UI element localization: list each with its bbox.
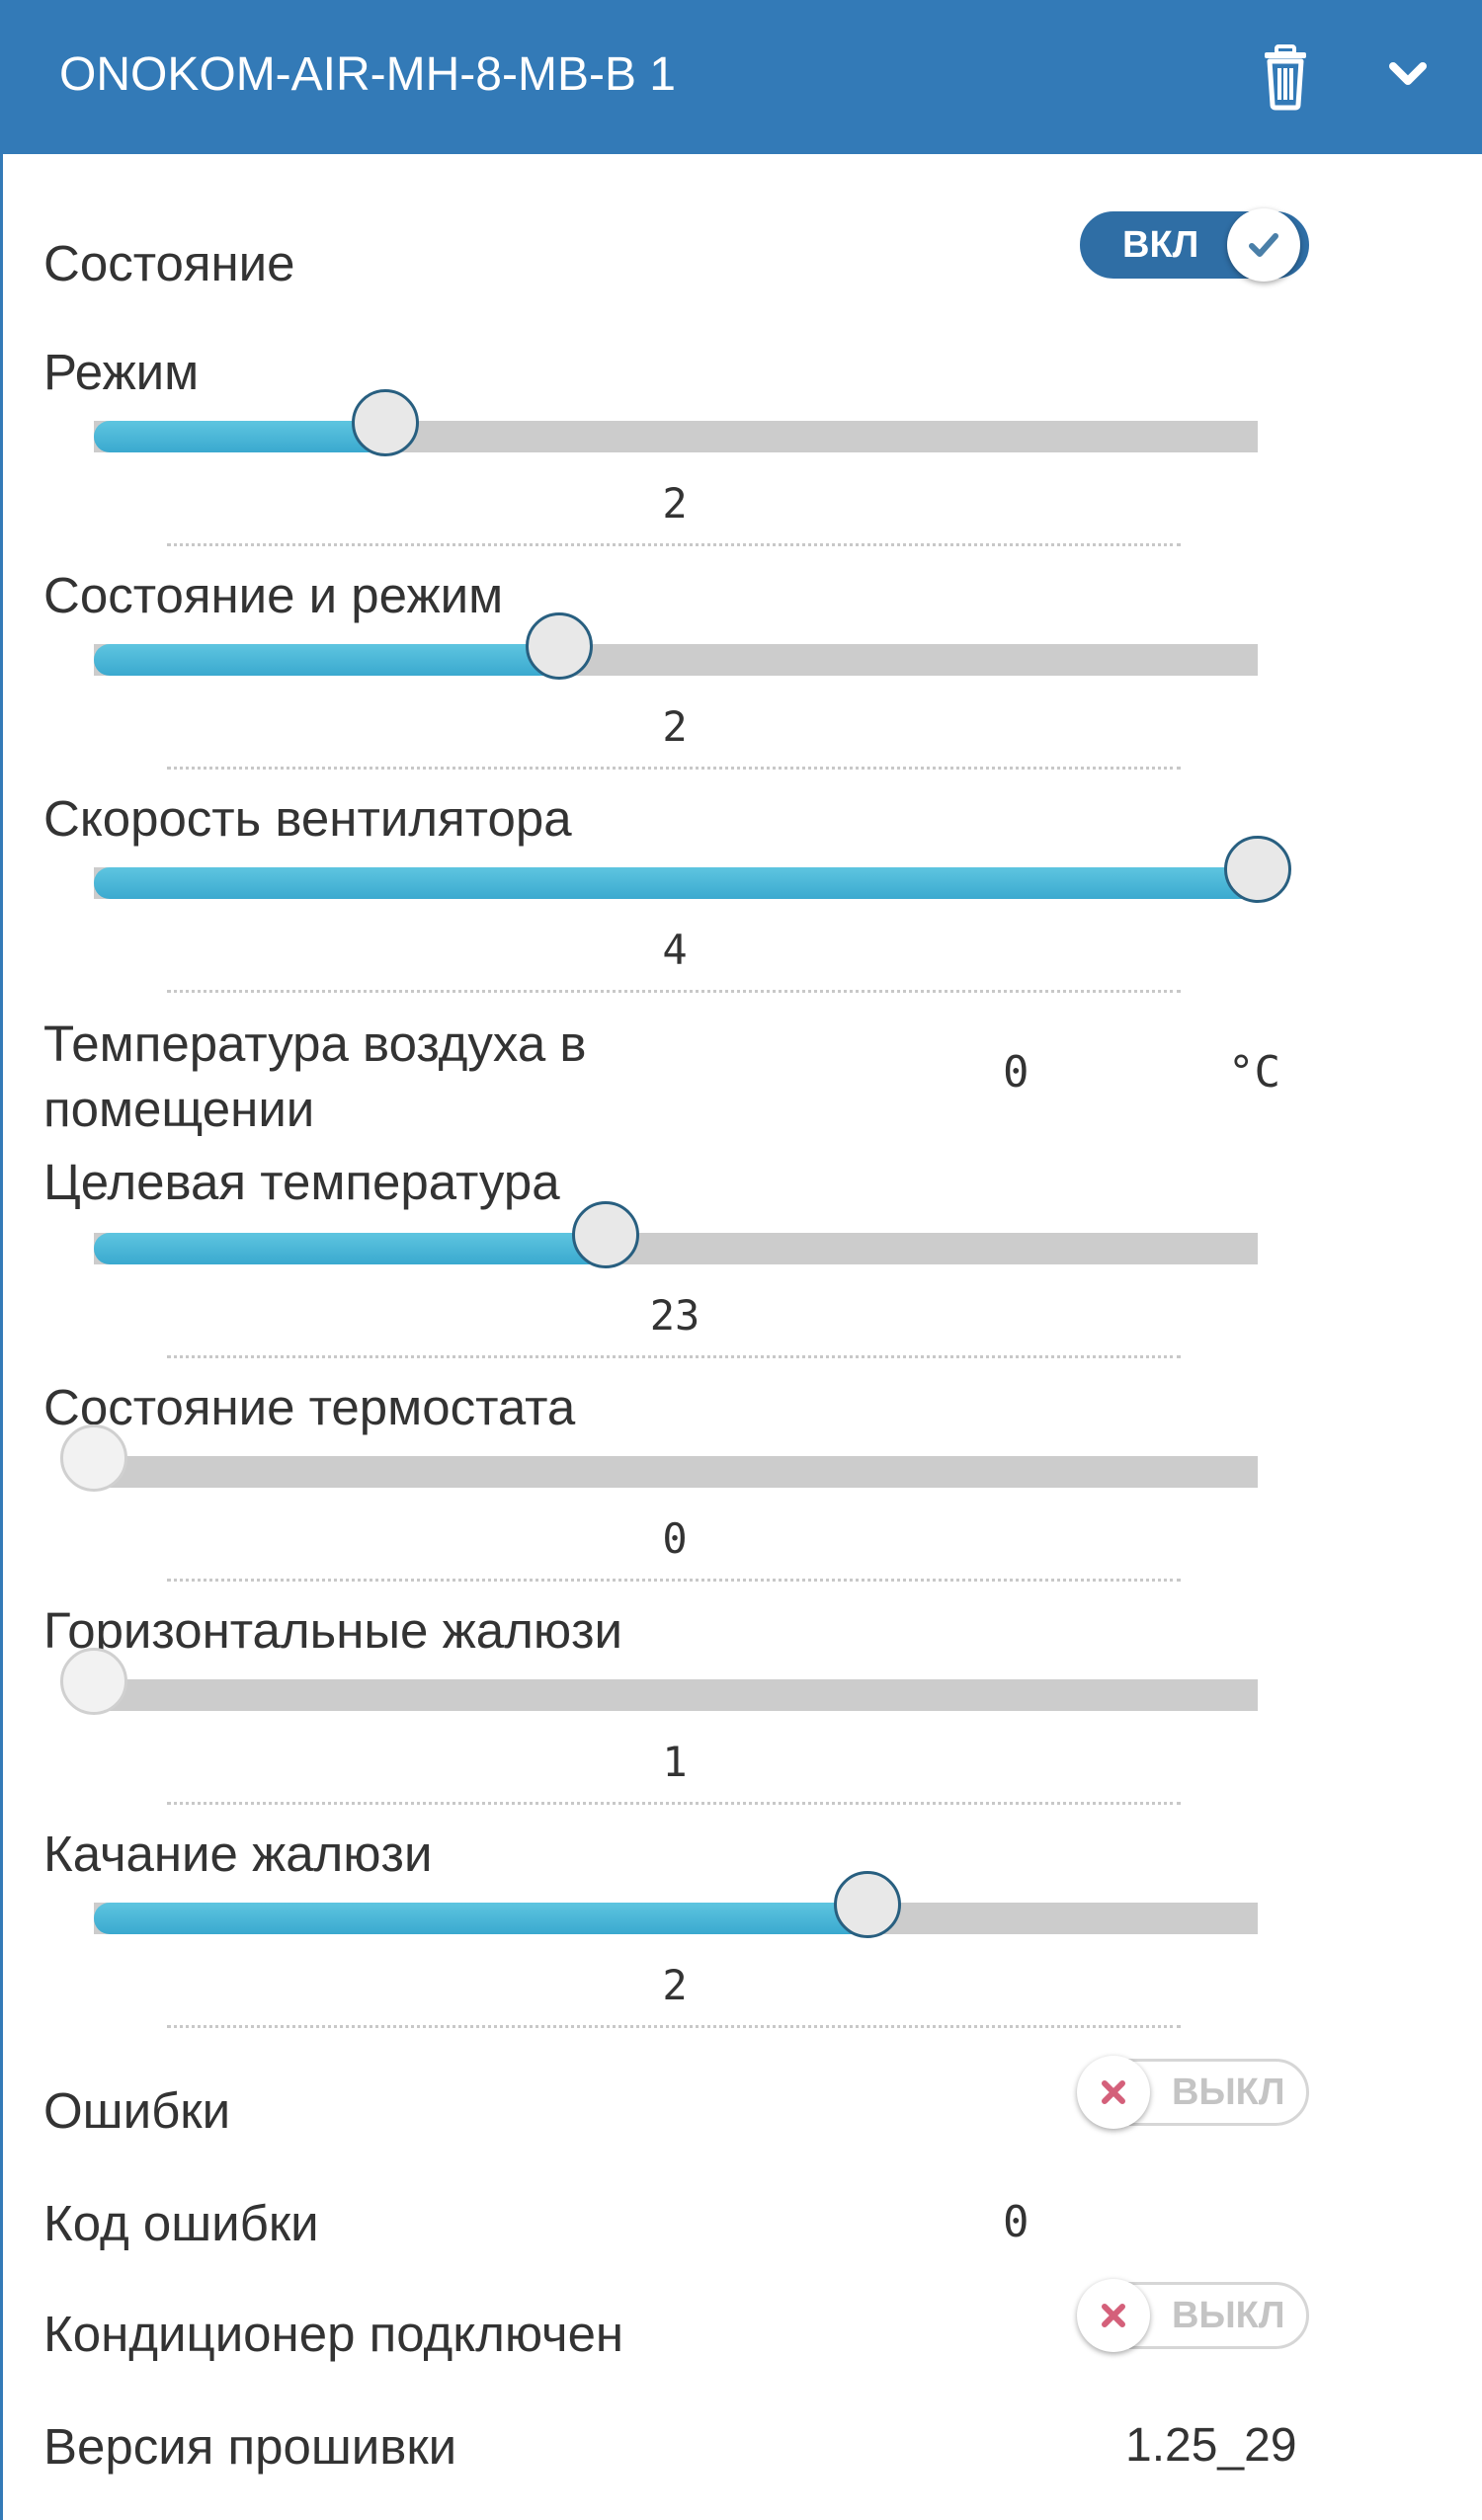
slider-fill: [94, 644, 560, 676]
device-title: ONOKOM-AIR-MH-8-MB-B 1: [59, 48, 676, 101]
louver-swing-slider[interactable]: [94, 1871, 1258, 1938]
fan-speed-slider[interactable]: [94, 836, 1291, 903]
divider: [167, 543, 1181, 546]
error-code-label: Код ошибки: [43, 2195, 319, 2251]
firmware-value: 1.25_29: [1125, 2419, 1297, 2472]
slider-track: [94, 1456, 1258, 1488]
divider: [167, 2025, 1181, 2028]
errors-toggle-label: ВЫКЛ: [1172, 2072, 1285, 2113]
toggle-knob: [1077, 2056, 1150, 2129]
slider-thumb[interactable]: [351, 389, 419, 456]
thermostat-state-value: 0: [662, 1514, 688, 1563]
slider-fill: [94, 421, 385, 452]
ac-connected-toggle-label: ВЫКЛ: [1172, 2295, 1285, 2336]
mode-value: 2: [662, 479, 688, 528]
divider: [167, 767, 1181, 770]
slider-fill: [94, 1903, 868, 1934]
ac-connected-label: Кондиционер подключен: [43, 2306, 624, 2362]
state-label: Состояние: [43, 235, 295, 291]
state-mode-value: 2: [662, 702, 688, 751]
room-temp-value: 0: [1003, 1047, 1029, 1097]
trash-icon: [1265, 44, 1306, 111]
divider: [167, 1355, 1181, 1358]
panel-header: ONOKOM-AIR-MH-8-MB-B 1: [3, 0, 1482, 154]
firmware-label: Версия прошивки: [43, 2418, 457, 2475]
close-icon: [1102, 2304, 1125, 2327]
slider-thumb[interactable]: [572, 1201, 640, 1268]
ac-connected-toggle[interactable]: ВЫКЛ: [1077, 2279, 1309, 2352]
slider-thumb[interactable]: [834, 1871, 902, 1938]
errors-label: Ошибки: [43, 2082, 231, 2139]
state-toggle-label: ВКЛ: [1122, 224, 1199, 266]
thermostat-state-label: Состояние термостата: [43, 1379, 576, 1435]
fan-speed-value: 4: [662, 926, 688, 974]
toggle-knob: [1227, 208, 1300, 282]
toggle-knob: [1077, 2279, 1150, 2352]
slider-thumb[interactable]: [60, 1648, 127, 1715]
target-temp-value: 23: [649, 1291, 700, 1340]
close-icon: [1102, 2080, 1125, 2104]
target-temp-label: Целевая температура: [43, 1154, 560, 1210]
collapse-button[interactable]: [1370, 40, 1445, 115]
horizontal-louvers-label: Горизонтальные жалюзи: [43, 1602, 622, 1659]
state-mode-slider[interactable]: [94, 612, 1258, 680]
target-temp-slider[interactable]: [94, 1201, 1258, 1268]
room-temp-label: Температура воздуха в помещении: [43, 1016, 587, 1137]
errors-toggle[interactable]: ВЫКЛ: [1077, 2056, 1309, 2129]
state-mode-label: Состояние и режим: [43, 567, 504, 623]
louver-swing-label: Качание жалюзи: [43, 1826, 433, 1882]
mode-slider[interactable]: [94, 389, 1258, 456]
fan-speed-label: Скорость вентилятора: [43, 790, 572, 847]
divider: [167, 1802, 1181, 1805]
divider: [167, 990, 1181, 993]
louver-swing-value: 2: [662, 1961, 688, 2009]
slider-thumb[interactable]: [526, 612, 594, 680]
divider: [167, 1579, 1181, 1582]
check-icon: [1249, 233, 1278, 257]
slider-thumb[interactable]: [1224, 836, 1291, 903]
delete-button[interactable]: [1248, 40, 1323, 115]
state-toggle[interactable]: ВКЛ: [1080, 208, 1309, 282]
mode-label: Режим: [43, 344, 200, 400]
horizontal-louvers-value: 1: [662, 1738, 688, 1786]
thermostat-state-slider[interactable]: [60, 1424, 1258, 1492]
horizontal-louvers-slider[interactable]: [60, 1648, 1258, 1715]
error-code-value: 0: [1003, 2197, 1029, 2247]
slider-track: [94, 1679, 1258, 1711]
slider-fill: [94, 867, 1258, 899]
room-temp-unit: °C: [1228, 1047, 1280, 1097]
chevron-down-icon: [1389, 62, 1427, 85]
slider-thumb[interactable]: [60, 1424, 127, 1492]
slider-fill: [94, 1233, 607, 1264]
